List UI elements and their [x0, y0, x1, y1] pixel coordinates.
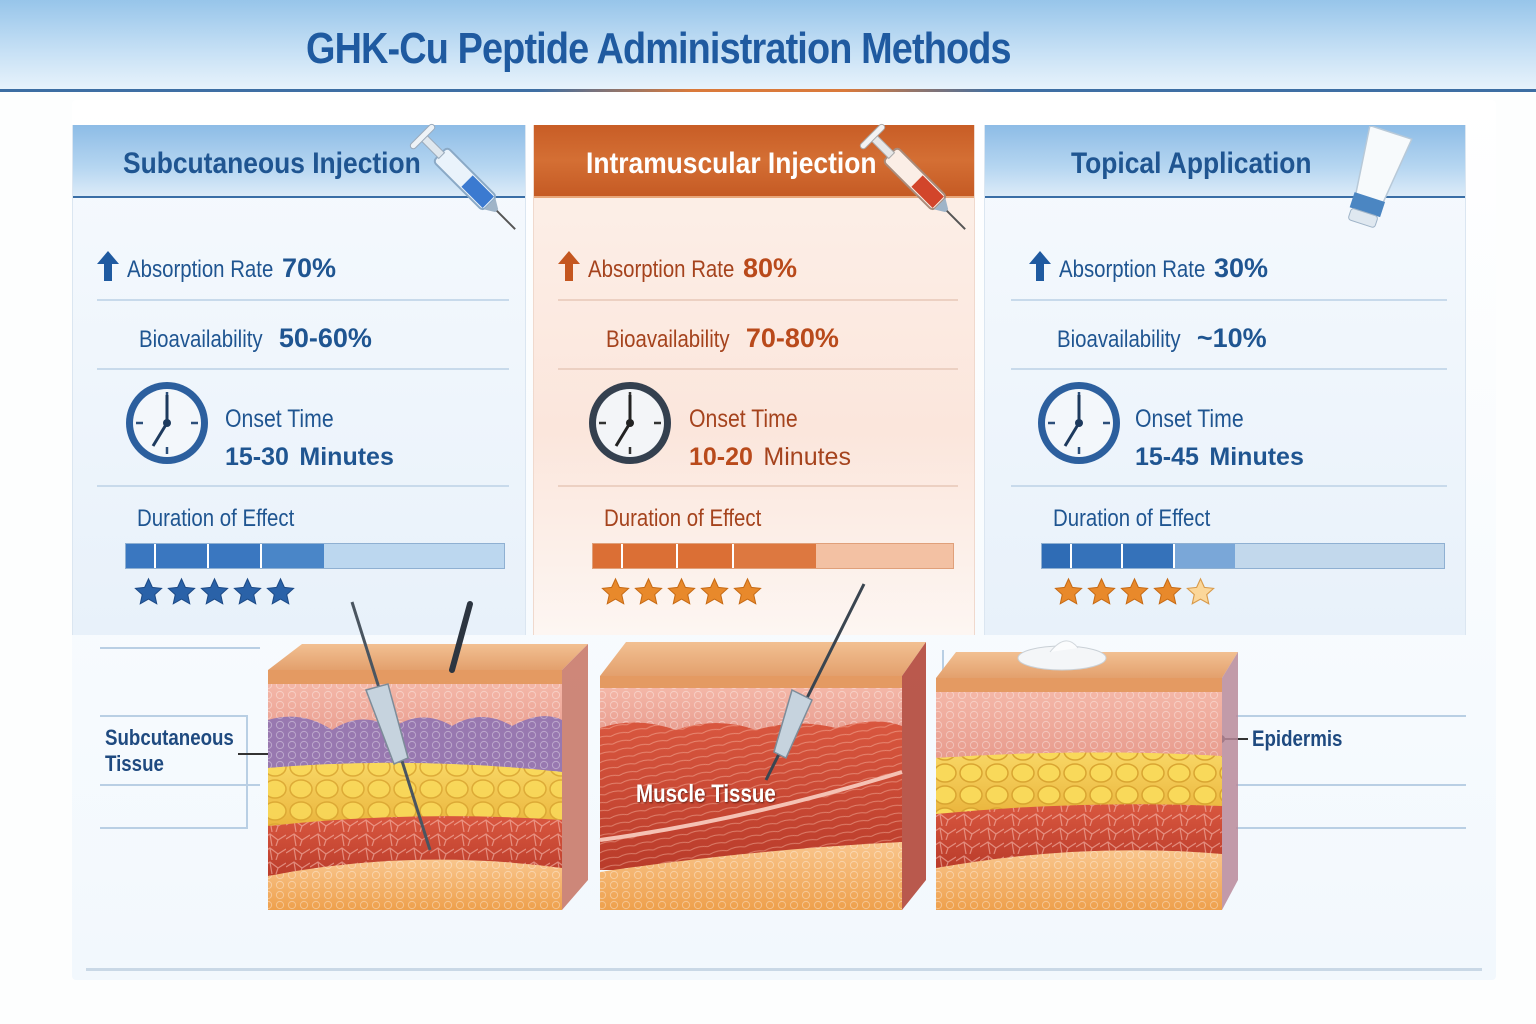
absorption-label: Absorption Rate	[588, 256, 735, 283]
absorption-value: 30%	[1214, 253, 1269, 283]
rating-stars	[133, 577, 296, 607]
star-filled-icon	[700, 577, 729, 605]
clock-icon	[589, 382, 671, 464]
rating-stars	[1053, 577, 1216, 607]
divider	[97, 368, 509, 370]
bioavailability-value: 50-60%	[278, 323, 372, 353]
duration-bar	[1041, 543, 1445, 569]
duration-label: Duration of Effect	[1053, 505, 1211, 532]
title-bar: GHK-Cu Peptide Administration Methods	[0, 0, 1536, 92]
absorption-label: Absorption Rate	[127, 256, 274, 283]
up-arrow-icon	[1029, 251, 1051, 281]
star-filled-icon	[1054, 577, 1083, 605]
star-filled-icon	[1120, 577, 1149, 605]
star-filled-icon	[167, 577, 196, 605]
card-title: Subcutaneous Injection	[123, 147, 421, 180]
star-filled-icon	[134, 577, 163, 605]
star-filled-icon	[266, 577, 295, 605]
bioavailability-value: ~10%	[1196, 323, 1267, 353]
onset-label: Onset Time	[689, 405, 798, 433]
divider	[97, 299, 509, 301]
rating-stars	[600, 577, 763, 607]
absorption-value: 70%	[282, 253, 337, 283]
absorption-row: Absorption Rate 30%	[1029, 251, 1449, 284]
onset-value: 15-45	[1135, 443, 1199, 471]
divider	[558, 485, 958, 487]
bioavailability-row: Bioavailability 70-80%	[606, 323, 958, 354]
bioavailability-value: 70-80%	[745, 323, 839, 353]
method-card-topical: Topical Application Absorption Rate 30% …	[984, 125, 1466, 635]
syringe-icon	[409, 123, 516, 230]
skin-cross-section-intramuscular	[599, 583, 926, 910]
cream-tube-icon	[1348, 126, 1413, 228]
divider	[1011, 299, 1447, 301]
divider	[97, 485, 509, 487]
onset-label: Onset Time	[225, 405, 334, 433]
star-filled-icon	[601, 577, 630, 605]
duration-label: Duration of Effect	[137, 505, 295, 532]
absorption-row: Absorption Rate 70%	[97, 251, 509, 284]
onset-unit: Minutes	[1209, 443, 1304, 471]
syringe-icon	[859, 123, 966, 230]
absorption-value: 80%	[743, 253, 798, 283]
up-arrow-icon	[558, 251, 580, 281]
duration-bar	[592, 543, 954, 569]
skin-cross-section-topical	[936, 640, 1238, 910]
onset-value-row: 10-20 Minutes	[689, 443, 958, 472]
divider	[558, 299, 958, 301]
card-title: Intramuscular Injection	[586, 147, 877, 180]
clock-icon	[1038, 382, 1120, 464]
needle-icon	[350, 601, 473, 851]
onset-label: Onset Time	[1135, 405, 1244, 433]
divider	[1011, 368, 1447, 370]
star-filled-icon	[1153, 577, 1182, 605]
method-card-subcutaneous: Subcutaneous Injection Absorption Rate 7…	[72, 125, 526, 635]
onset-unit: Minutes	[299, 443, 394, 471]
star-filled-icon	[1087, 577, 1116, 605]
card-title: Topical Application	[1071, 147, 1312, 180]
bioavailability-row: Bioavailability 50-60%	[139, 323, 509, 354]
skin-cross-section-subcutaneous	[268, 601, 588, 910]
onset-value: 15-30	[225, 443, 289, 471]
onset-unit: Minutes	[763, 443, 851, 471]
up-arrow-icon	[97, 251, 119, 281]
divider	[558, 368, 958, 370]
star-filled-icon	[733, 577, 762, 605]
bioavailability-label: Bioavailability	[139, 326, 263, 353]
bottom-divider	[86, 968, 1482, 971]
bioavailability-row: Bioavailability ~10%	[1057, 323, 1449, 354]
onset-value: 10-20	[689, 443, 753, 471]
duration-bar	[125, 543, 505, 569]
absorption-label: Absorption Rate	[1059, 256, 1206, 283]
bioavailability-label: Bioavailability	[1057, 326, 1181, 353]
divider	[1011, 485, 1447, 487]
clock-icon	[126, 382, 208, 464]
star-filled-icon	[200, 577, 229, 605]
label-subcutaneous-tissue: Subcutaneous Tissue	[105, 725, 234, 776]
onset-value-row: 15-30 Minutes	[225, 443, 509, 472]
label-epidermis: Epidermis	[1252, 726, 1343, 751]
bioavailability-label: Bioavailability	[606, 326, 730, 353]
duration-label: Duration of Effect	[604, 505, 762, 532]
onset-value-row: 15-45 Minutes	[1135, 443, 1449, 472]
star-filled-icon	[667, 577, 696, 605]
leader-line	[238, 753, 286, 755]
label-muscle-tissue: Muscle Tissue	[636, 780, 776, 808]
page-title: GHK-Cu Peptide Administration Methods	[306, 24, 1012, 73]
needle-icon	[764, 583, 866, 781]
star-empty-icon	[1186, 577, 1215, 605]
star-filled-icon	[233, 577, 262, 605]
absorption-row: Absorption Rate 80%	[558, 251, 958, 284]
star-filled-icon	[634, 577, 663, 605]
